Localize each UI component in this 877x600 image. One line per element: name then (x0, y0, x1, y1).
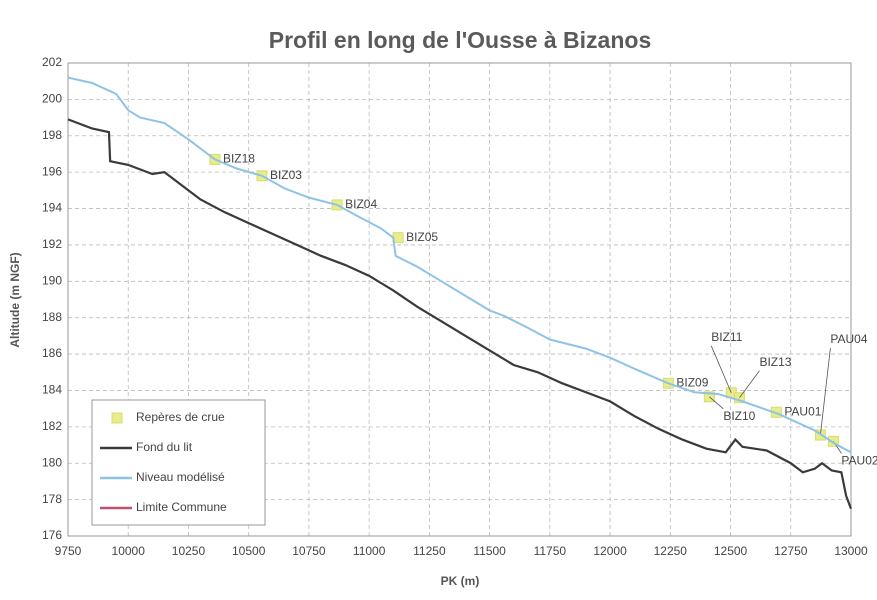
leader-line (710, 345, 732, 393)
x-tick-label: 10750 (292, 544, 326, 558)
x-tick-label: 11000 (353, 544, 386, 558)
y-tick-label: 188 (42, 310, 62, 324)
legend-label: Fond du lit (136, 440, 193, 454)
point-label: BIZ03 (270, 168, 302, 182)
y-tick-label: 182 (42, 419, 62, 433)
point-label: BIZ13 (759, 355, 791, 369)
plot-frame (67, 62, 852, 537)
series-line (67, 118, 853, 510)
point-label: BIZ05 (406, 230, 438, 244)
x-tick-label: 12250 (654, 544, 688, 558)
legend-label: Limite Commune (136, 500, 227, 514)
point-label: BIZ10 (723, 409, 755, 423)
leader-line (709, 396, 724, 410)
x-tick-label: 12000 (593, 544, 627, 558)
y-tick-label: 180 (42, 455, 62, 469)
y-axis-label: Altitude (m NGF) (8, 252, 22, 347)
x-tick-label: 11500 (473, 544, 506, 558)
point-label: PAU01 (784, 404, 821, 418)
x-tick-label: 13000 (834, 544, 868, 558)
x-tick-label: 10500 (232, 544, 266, 558)
point-label: BIZ18 (223, 152, 255, 166)
x-tick-label: 12750 (774, 544, 808, 558)
y-tick-label: 194 (42, 201, 62, 215)
y-tick-label: 200 (42, 92, 62, 106)
point-label: BIZ04 (345, 197, 377, 211)
y-tick-label: 196 (42, 164, 62, 178)
x-axis-label: PK (m) (441, 574, 480, 588)
y-tick-label: 198 (42, 128, 62, 142)
chart-title: Profil en long de l'Ousse à Bizanos (269, 27, 652, 53)
x-tick-label: 10250 (172, 544, 206, 558)
y-tick-label: 184 (42, 383, 62, 397)
leader-line (739, 370, 760, 398)
legend-swatch (111, 412, 123, 424)
point-label: BIZ11 (711, 330, 742, 344)
x-tick-label: 11250 (413, 544, 446, 558)
series-line (67, 76, 852, 454)
point-label: PAU04 (830, 332, 867, 346)
y-tick-label: 176 (42, 528, 62, 542)
y-tick-label: 190 (42, 273, 62, 287)
point-label: BIZ09 (676, 375, 708, 389)
x-tick-label: 9750 (55, 544, 82, 558)
x-tick-label: 11750 (534, 544, 567, 558)
point-label: PAU02 (841, 454, 877, 468)
legend-label: Niveau modélisé (136, 470, 225, 484)
y-tick-label: 178 (42, 492, 62, 506)
leader-line (820, 347, 831, 436)
x-tick-label: 10000 (112, 544, 146, 558)
y-tick-label: 186 (42, 346, 62, 360)
legend-label: Repères de crue (136, 410, 225, 424)
y-tick-label: 202 (42, 55, 62, 69)
x-tick-label: 12500 (714, 544, 748, 558)
y-tick-label: 192 (42, 237, 62, 251)
